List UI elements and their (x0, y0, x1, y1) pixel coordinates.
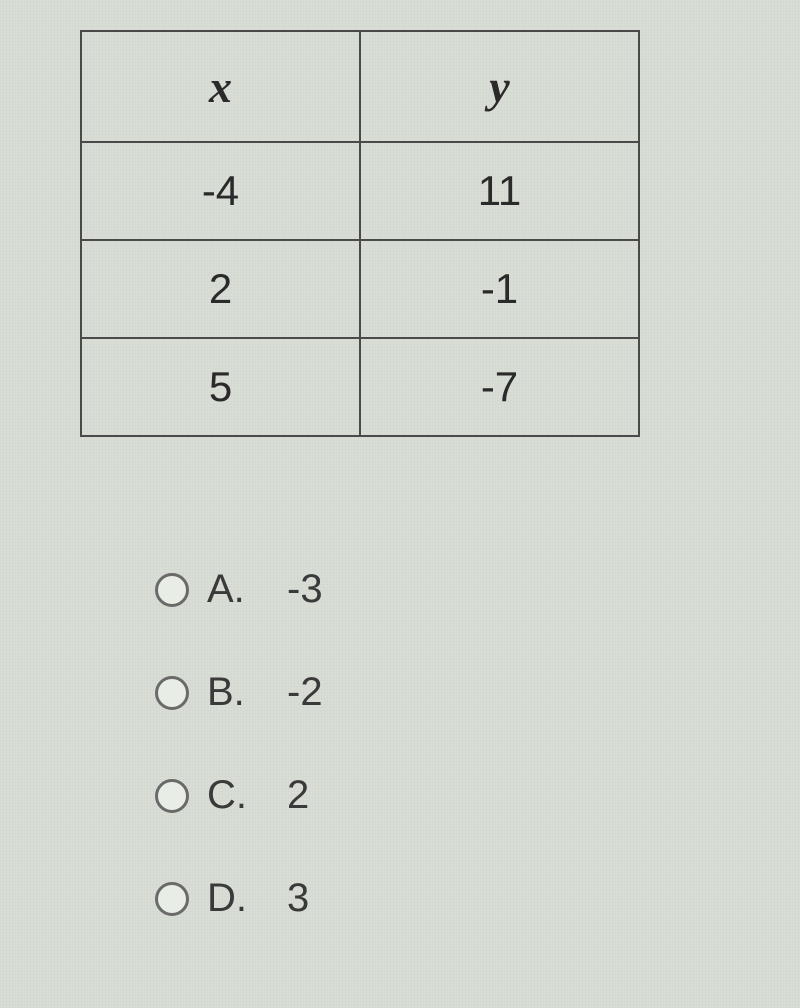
answer-option-c[interactable]: C. 2 (155, 773, 800, 818)
cell-x: 5 (81, 338, 360, 436)
cell-x: -4 (81, 142, 360, 240)
answer-label: A. (207, 567, 257, 612)
cell-y: 11 (360, 142, 639, 240)
answer-option-d[interactable]: D. 3 (155, 876, 800, 921)
cell-y: -7 (360, 338, 639, 436)
table-row: -4 11 (81, 142, 639, 240)
answer-value: -2 (287, 670, 323, 715)
column-header-y: y (360, 31, 639, 142)
radio-icon (155, 882, 189, 916)
answer-option-a[interactable]: A. -3 (155, 567, 800, 612)
answer-value: 3 (287, 876, 309, 921)
cell-x: 2 (81, 240, 360, 338)
answer-label: D. (207, 876, 257, 921)
answer-value: -3 (287, 567, 323, 612)
table-row: 5 -7 (81, 338, 639, 436)
answer-label: C. (207, 773, 257, 818)
cell-y: -1 (360, 240, 639, 338)
answer-option-b[interactable]: B. -2 (155, 670, 800, 715)
answer-value: 2 (287, 773, 309, 818)
answer-options-group: A. -3 B. -2 C. 2 D. 3 (155, 567, 800, 921)
xy-data-table: x y -4 11 2 -1 5 -7 (80, 30, 640, 437)
table-header-row: x y (81, 31, 639, 142)
radio-icon (155, 573, 189, 607)
answer-label: B. (207, 670, 257, 715)
radio-icon (155, 676, 189, 710)
table-row: 2 -1 (81, 240, 639, 338)
radio-icon (155, 779, 189, 813)
column-header-x: x (81, 31, 360, 142)
